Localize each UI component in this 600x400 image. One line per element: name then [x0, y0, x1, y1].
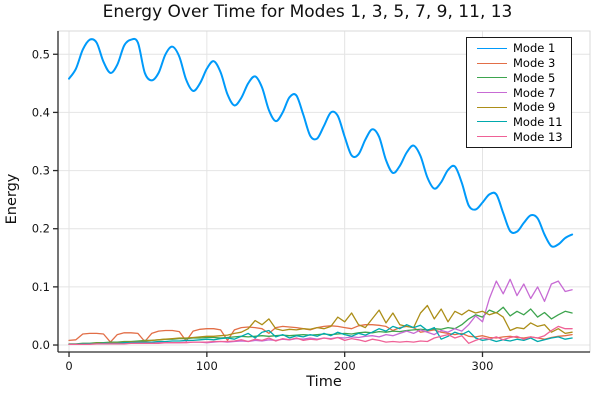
y-tick-label: 0.2: [32, 222, 50, 236]
y-tick-label: 0.0: [32, 338, 50, 352]
series-line-mode-1: [68, 37, 574, 248]
legend-entry-mode-9: Mode 9: [477, 100, 567, 115]
legend-entry-mode-5: Mode 5: [477, 70, 567, 85]
chart-title: Energy Over Time for Modes 1, 3, 5, 7, 9…: [102, 2, 513, 22]
legend-line-swatch: [477, 92, 507, 94]
series-line-mode-13: [68, 325, 573, 346]
x-tick-label: 0: [65, 359, 72, 373]
y-axis-label: Energy: [4, 173, 20, 225]
series-line-mode-3: [68, 324, 573, 343]
legend-box: Mode 1 Mode 3 Mode 5 Mode 7 Mode 9 Mode 11 Mod…: [466, 37, 572, 148]
legend-line-swatch: [477, 62, 507, 64]
legend-entry-mode-3: Mode 3: [477, 56, 567, 71]
x-axis-label: Time: [306, 374, 342, 390]
y-tick-label: 0.1: [32, 280, 50, 294]
x-tick-label: 100: [196, 359, 218, 373]
x-tick-label: 300: [472, 359, 494, 373]
legend-label: Mode 3: [513, 56, 556, 71]
legend-line-swatch: [477, 106, 507, 108]
legend-label: Mode 1: [513, 41, 556, 56]
legend-label: Mode 13: [513, 129, 563, 144]
legend-line-swatch: [477, 77, 507, 79]
legend-line-swatch: [477, 121, 507, 123]
legend-entry-mode-13: Mode 13: [477, 129, 567, 144]
legend-line-swatch: [477, 136, 507, 138]
legend-line-swatch: [477, 47, 507, 49]
x-tick-label: 200: [334, 359, 356, 373]
y-tick-label: 0.3: [32, 164, 50, 178]
y-tick-label: 0.5: [32, 47, 50, 61]
legend-label: Mode 9: [513, 100, 556, 115]
legend-label: Mode 11: [513, 114, 563, 129]
legend-label: Mode 5: [513, 70, 556, 85]
legend-label: Mode 7: [513, 85, 556, 100]
legend-entry-mode-11: Mode 11: [477, 115, 567, 130]
legend-entry-mode-7: Mode 7: [477, 85, 567, 100]
series-line-mode-9: [68, 304, 573, 346]
y-tick-label: 0.4: [32, 105, 50, 119]
legend-entry-mode-1: Mode 1: [477, 41, 567, 56]
